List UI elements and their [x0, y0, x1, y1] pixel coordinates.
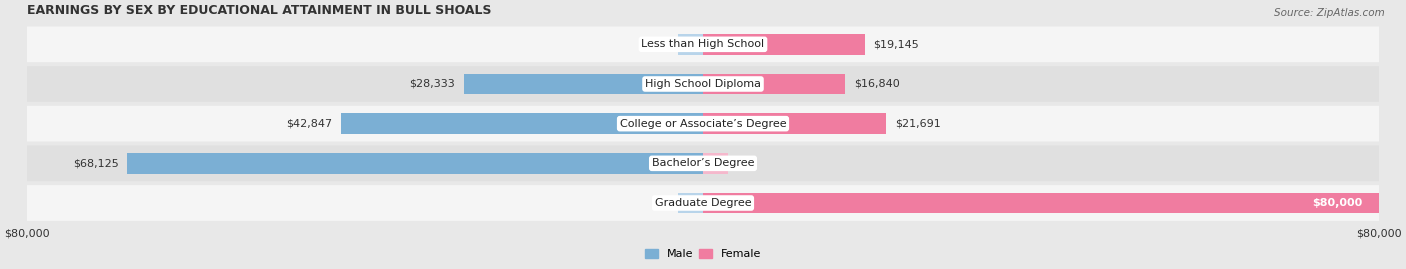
Text: $80,000: $80,000 — [1312, 198, 1362, 208]
Text: $21,691: $21,691 — [894, 119, 941, 129]
Text: $16,840: $16,840 — [853, 79, 900, 89]
Text: $0: $0 — [662, 39, 676, 49]
Text: $0: $0 — [662, 198, 676, 208]
Bar — [703, 34, 865, 55]
Bar — [678, 193, 703, 213]
Text: Graduate Degree: Graduate Degree — [655, 198, 751, 208]
Bar — [703, 193, 1379, 213]
Text: Bachelor’s Degree: Bachelor’s Degree — [652, 158, 754, 168]
Bar — [703, 113, 886, 134]
Text: $0: $0 — [730, 158, 744, 168]
Text: Source: ZipAtlas.com: Source: ZipAtlas.com — [1274, 8, 1385, 18]
Text: $42,847: $42,847 — [287, 119, 332, 129]
Text: High School Diploma: High School Diploma — [645, 79, 761, 89]
Text: $68,125: $68,125 — [73, 158, 120, 168]
Text: Less than High School: Less than High School — [641, 39, 765, 49]
Text: College or Associate’s Degree: College or Associate’s Degree — [620, 119, 786, 129]
Text: $28,333: $28,333 — [409, 79, 456, 89]
Text: $19,145: $19,145 — [873, 39, 920, 49]
Bar — [703, 153, 728, 174]
FancyBboxPatch shape — [27, 26, 1379, 62]
Bar — [340, 113, 703, 134]
Legend: Male, Female: Male, Female — [640, 245, 766, 264]
FancyBboxPatch shape — [27, 66, 1379, 102]
FancyBboxPatch shape — [27, 185, 1379, 221]
Text: EARNINGS BY SEX BY EDUCATIONAL ATTAINMENT IN BULL SHOALS: EARNINGS BY SEX BY EDUCATIONAL ATTAINMEN… — [27, 4, 492, 17]
FancyBboxPatch shape — [27, 146, 1379, 181]
Bar — [703, 74, 845, 94]
Bar — [678, 34, 703, 55]
FancyBboxPatch shape — [27, 106, 1379, 141]
Bar — [128, 153, 703, 174]
Bar — [464, 74, 703, 94]
